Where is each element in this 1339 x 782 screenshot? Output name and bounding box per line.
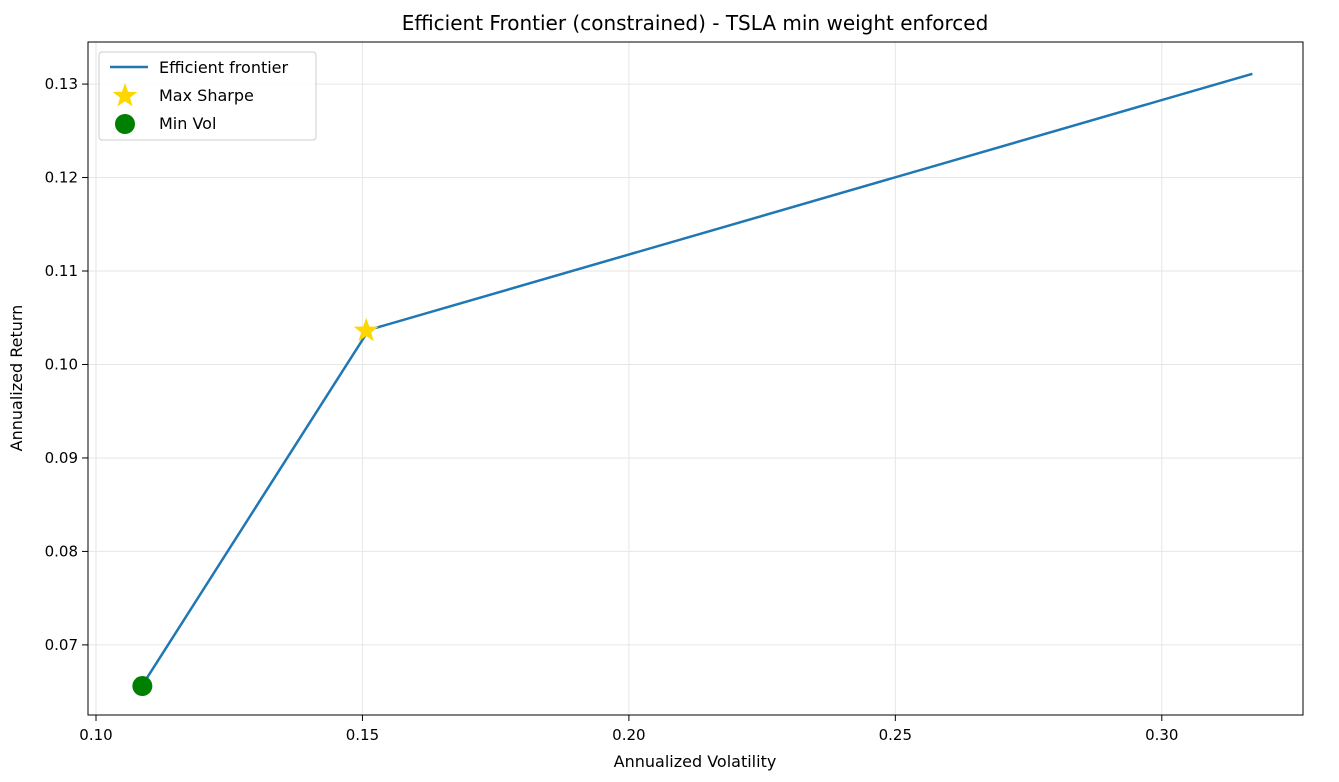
- y-tick-label: 0.08: [45, 542, 78, 560]
- y-tick-label: 0.13: [45, 75, 78, 93]
- plot-series: [132, 72, 1253, 697]
- x-tick-label: 0.25: [879, 726, 912, 744]
- frontier-line: [141, 72, 1253, 686]
- x-tick-label: 0.20: [612, 726, 645, 744]
- y-tick-label: 0.11: [45, 262, 78, 280]
- x-axis-label: Annualized Volatility: [614, 752, 777, 771]
- x-tick-label: 0.10: [79, 726, 112, 744]
- chart-title: Efficient Frontier (constrained) - TSLA …: [402, 11, 989, 35]
- grid: [88, 42, 1303, 715]
- max-sharpe-point: [353, 317, 379, 342]
- y-tick-label: 0.09: [45, 449, 78, 467]
- x-tick-label: 0.30: [1145, 726, 1178, 744]
- axis-ticks: 0.10 0.15 0.20 0.25 0.30 0.07 0.08 0.09 0.10 0.11…: [45, 75, 1179, 744]
- legend-circle-swatch: [115, 114, 135, 134]
- plot-frame: [87, 41, 1304, 716]
- legend-label-efficient-frontier: Efficient frontier: [159, 58, 289, 77]
- y-axis-label: Annualized Return: [7, 305, 26, 452]
- legend: Efficient frontier Max Sharpe Min Vol: [98, 51, 317, 141]
- legend-label-min-vol: Min Vol: [159, 114, 216, 133]
- legend-star-swatch: [112, 83, 138, 107]
- y-tick-label: 0.12: [45, 169, 78, 187]
- y-tick-label: 0.07: [45, 636, 78, 654]
- legend-box: [98, 51, 317, 141]
- x-tick-label: 0.15: [346, 726, 379, 744]
- legend-label-max-sharpe: Max Sharpe: [159, 86, 254, 105]
- min-vol-point: [132, 676, 153, 697]
- y-tick-label: 0.10: [45, 355, 78, 373]
